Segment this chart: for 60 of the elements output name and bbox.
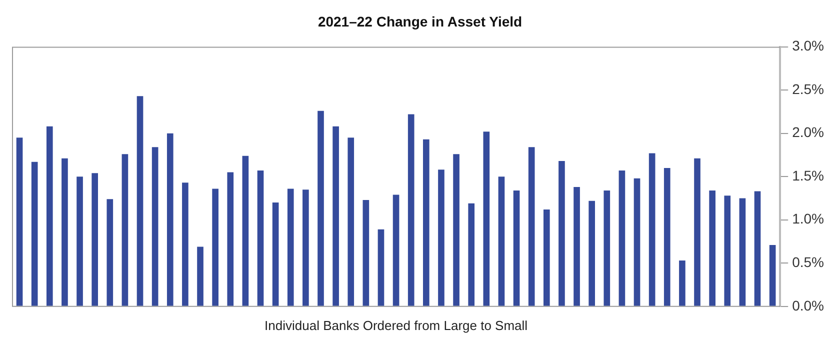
bar: [62, 158, 68, 306]
bar: [272, 202, 279, 306]
bar: [483, 132, 490, 306]
bar: [574, 186, 580, 306]
bar: [664, 168, 670, 306]
bar: [604, 190, 610, 306]
y-tick-label: 1.5%: [792, 167, 824, 184]
bar: [287, 188, 294, 306]
chart-title: 2021–22 Change in Asset Yield: [318, 13, 522, 30]
bar: [724, 196, 731, 306]
bar: [468, 203, 475, 306]
bar: [408, 114, 414, 306]
bar: [618, 170, 626, 306]
bar: [46, 126, 53, 306]
bar: [513, 190, 520, 306]
bar: [679, 260, 686, 306]
bar: [392, 194, 400, 306]
bar: [769, 244, 776, 306]
y-tick-label: 3.0%: [792, 38, 824, 54]
bar: [739, 198, 746, 306]
bar: [318, 110, 324, 306]
bar: [362, 200, 370, 306]
bar: [227, 172, 234, 306]
bar: [543, 209, 550, 306]
y-tick-label: 2.0%: [792, 124, 824, 140]
bar: [453, 154, 460, 306]
bar: [634, 178, 640, 306]
bar: [197, 246, 204, 306]
x-axis-title: Individual Banks Ordered from Large to Small: [264, 318, 528, 333]
bar: [648, 153, 656, 306]
y-tick-label: 1.0%: [792, 210, 824, 227]
bar: [498, 176, 505, 306]
bar: [212, 188, 218, 306]
bar: [754, 191, 761, 306]
bar: [257, 170, 264, 306]
bar: [242, 156, 249, 306]
bar: [378, 229, 384, 306]
bar: [332, 126, 339, 306]
bar: [16, 138, 23, 306]
bar: [92, 173, 98, 306]
bar: [182, 182, 188, 306]
bar: [588, 200, 595, 306]
bar: [694, 158, 700, 306]
bar: [558, 161, 565, 306]
bar: [122, 154, 128, 306]
bar: [76, 176, 83, 306]
bar: [136, 96, 144, 306]
bar: [106, 199, 114, 306]
bar: [152, 147, 158, 306]
bar: [166, 133, 174, 306]
y-tick-label: 0.5%: [792, 254, 824, 270]
bar: [31, 162, 38, 306]
bar: [528, 147, 535, 306]
bar: [423, 139, 430, 306]
bar: [302, 190, 309, 306]
y-tick-label: 2.5%: [792, 80, 824, 97]
y-tick-label: 0.0%: [792, 297, 824, 314]
bar: [709, 190, 716, 306]
bar: [438, 170, 444, 306]
bar: [348, 138, 354, 306]
